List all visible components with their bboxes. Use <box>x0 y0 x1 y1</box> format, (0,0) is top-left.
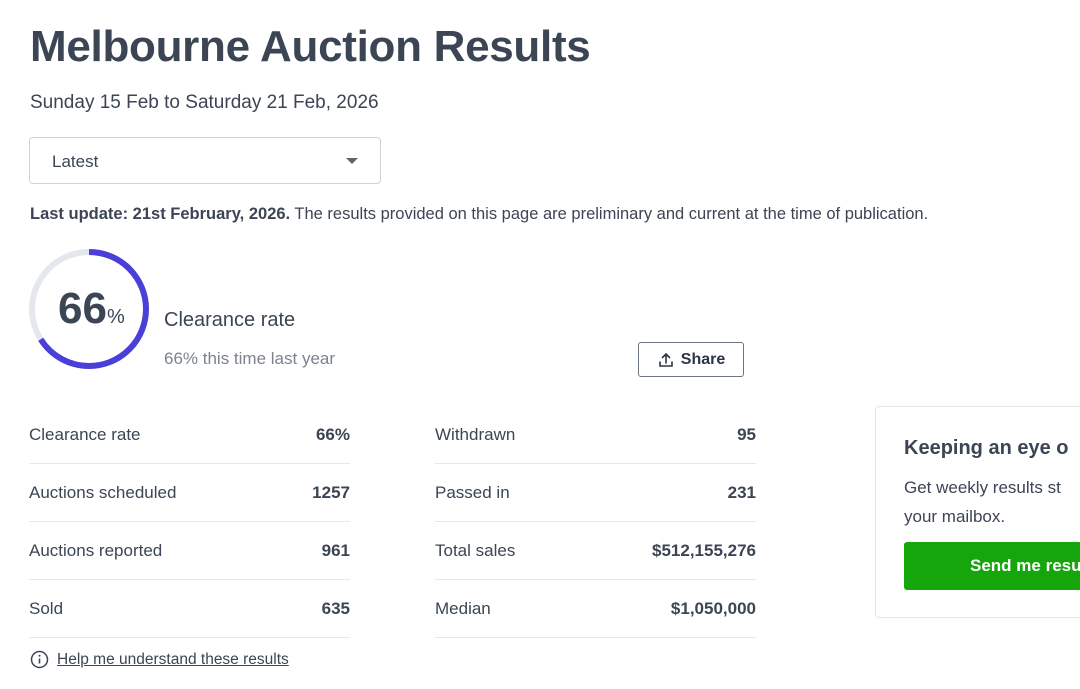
clearance-percent: 66% <box>58 284 125 334</box>
stat-value: $1,050,000 <box>670 598 756 618</box>
share-button[interactable]: Share <box>638 342 744 377</box>
date-range: Sunday 15 Feb to Saturday 21 Feb, 2026 <box>30 92 379 113</box>
subscribe-card: Keeping an eye o Get weekly results st yo… <box>875 406 1080 618</box>
last-update-text: The results provided on this page are pr… <box>290 205 929 223</box>
card-text: Get weekly results st your mailbox. <box>904 473 1061 531</box>
share-label: Share <box>680 350 726 368</box>
stat-label: Clearance rate <box>29 424 141 444</box>
stat-label: Total sales <box>435 540 516 560</box>
clearance-value: 66 <box>58 284 107 333</box>
stat-value: 95 <box>737 424 756 444</box>
stat-row: Passed in 231 <box>435 464 756 522</box>
info-icon <box>30 650 49 669</box>
period-select[interactable]: Latest <box>29 137 381 184</box>
share-icon <box>658 352 673 367</box>
stat-value: 635 <box>321 598 350 618</box>
stat-value: 231 <box>727 482 756 502</box>
ring-progress <box>29 249 149 369</box>
last-year-comparison: 66% this time last year <box>164 349 336 368</box>
page-title: Melbourne Auction Results <box>30 22 591 71</box>
last-update-label: Last update: 21st February, 2026. <box>30 205 291 223</box>
period-select-value: Latest <box>52 152 99 171</box>
stat-label: Passed in <box>435 482 510 502</box>
stat-row: Clearance rate 66% <box>29 406 350 464</box>
caret-down-icon <box>346 158 358 164</box>
stat-row: Auctions scheduled 1257 <box>29 464 350 522</box>
stats-table-right: Withdrawn 95 Passed in 231 Total sales $512,1… <box>435 406 756 638</box>
clearance-label: Clearance rate <box>164 309 296 331</box>
stat-label: Withdrawn <box>435 424 516 444</box>
stat-row: Total sales $512,155,276 <box>435 522 756 580</box>
stat-row: Median $1,050,000 <box>435 580 756 638</box>
help-link[interactable]: Help me understand these results <box>30 650 289 669</box>
card-text-line2: your mailbox. <box>904 507 1006 526</box>
send-results-button[interactable]: Send me resu <box>904 542 1080 590</box>
stats-table-left: Clearance rate 66% Auctions scheduled 1257 A… <box>29 406 350 638</box>
percent-sign: % <box>106 306 125 328</box>
clearance-ring <box>29 249 149 369</box>
stat-value: 66% <box>315 424 350 444</box>
stat-label: Sold <box>29 598 64 618</box>
stat-value: 1257 <box>312 482 350 502</box>
stat-value: 961 <box>321 540 350 560</box>
card-title: Keeping an eye o <box>904 437 1069 459</box>
stat-value: $512,155,276 <box>652 540 756 560</box>
stat-label: Median <box>435 598 491 618</box>
card-text-line1: Get weekly results st <box>904 478 1061 497</box>
help-link-text[interactable]: Help me understand these results <box>57 650 289 668</box>
stat-label: Auctions reported <box>29 540 163 560</box>
stat-row: Auctions reported 961 <box>29 522 350 580</box>
last-update-notice: Last update: 21st February, 2026. The re… <box>30 205 1070 224</box>
stat-row: Withdrawn 95 <box>435 406 756 464</box>
stat-label: Auctions scheduled <box>29 482 177 502</box>
stat-row: Sold 635 <box>29 580 350 638</box>
